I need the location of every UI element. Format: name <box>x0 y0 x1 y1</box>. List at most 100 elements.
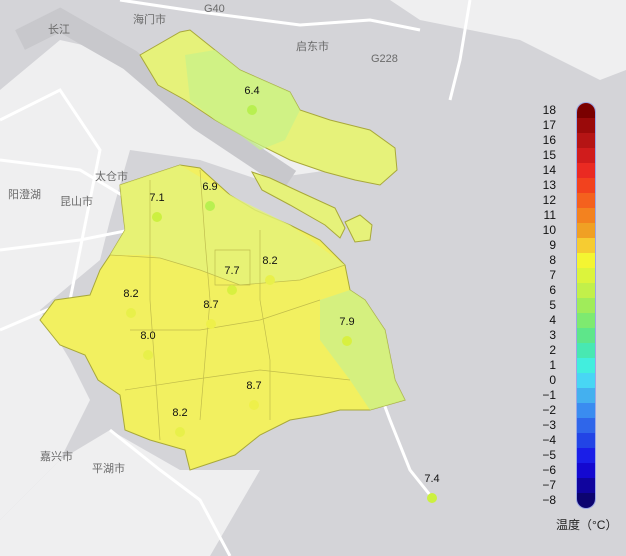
land-area <box>0 430 260 556</box>
legend-color-step <box>577 418 595 433</box>
legend-tick-label: 17 <box>542 118 556 132</box>
legend-color-step <box>577 298 595 313</box>
legend-color-step <box>577 493 595 508</box>
place-label: 启东市 <box>296 39 329 53</box>
place-label: 平湖市 <box>92 461 125 475</box>
temp-zone <box>320 290 405 410</box>
legend-tick-label: 4 <box>549 313 556 327</box>
station-marker[interactable] <box>152 212 162 222</box>
place-label: 嘉兴市 <box>40 449 73 463</box>
station-value: 8.0 <box>140 330 155 342</box>
station-value: 7.9 <box>339 316 354 328</box>
legend-color-bar[interactable] <box>577 103 595 508</box>
legend-color-step <box>577 133 595 148</box>
legend-color-step <box>577 268 595 283</box>
legend-color-step <box>577 343 595 358</box>
legend-tick-label: −2 <box>542 403 556 417</box>
legend-color-step <box>577 283 595 298</box>
legend-color-step <box>577 433 595 448</box>
legend-tick-label: −7 <box>542 478 556 492</box>
station-value: 7.4 <box>424 473 439 485</box>
legend-color-step <box>577 328 595 343</box>
legend-tick-label: −8 <box>542 493 556 507</box>
river <box>15 7 297 190</box>
legend-color-step <box>577 448 595 463</box>
station-value: 6.9 <box>202 181 217 193</box>
place-label: 昆山市 <box>60 194 93 208</box>
legend-tick-label: −6 <box>542 463 556 477</box>
temp-zone <box>185 50 300 150</box>
station-marker[interactable] <box>265 275 275 285</box>
station-value: 7.7 <box>224 265 239 277</box>
legend-tick-label: 8 <box>549 253 556 267</box>
station-marker[interactable] <box>247 105 257 115</box>
legend-color-step <box>577 463 595 478</box>
place-label: 阳澄湖 <box>8 187 41 201</box>
legend-color-step <box>577 163 595 178</box>
station-marker[interactable] <box>205 201 215 211</box>
station-value: 8.2 <box>123 288 138 300</box>
station-marker[interactable] <box>143 350 153 360</box>
legend-tick-label: 7 <box>549 268 556 282</box>
legend-tick-label: 14 <box>542 163 556 177</box>
station-marker[interactable] <box>249 400 259 410</box>
legend-color-step <box>577 118 595 133</box>
station-marker[interactable] <box>126 308 136 318</box>
place-label: 太仓市 <box>95 169 128 183</box>
legend-tick-label: 3 <box>549 328 556 342</box>
legend-tick-label: 12 <box>542 193 556 207</box>
legend-tick-label: 11 <box>543 208 556 222</box>
temp-zone <box>110 165 345 285</box>
changxing-island <box>250 171 346 239</box>
legend-tick-label: 15 <box>542 148 556 162</box>
legend-color-step <box>577 403 595 418</box>
legend-tick-label: 10 <box>542 223 556 237</box>
legend-tick-label: 6 <box>549 283 556 297</box>
legend-title: 温度（°C） <box>556 518 618 532</box>
station-marker[interactable] <box>227 285 237 295</box>
legend-color-step <box>577 208 595 223</box>
station-marker[interactable] <box>427 493 437 503</box>
place-label: 海门市 <box>133 12 166 26</box>
district-borders <box>109 169 351 441</box>
legend-color-step <box>577 103 595 118</box>
legend-tick-label: −4 <box>542 433 556 447</box>
legend-tick-label: −1 <box>542 388 556 402</box>
place-label: G228 <box>371 53 398 65</box>
station-value: 8.2 <box>172 407 187 419</box>
station-marker[interactable] <box>342 336 352 346</box>
station-value: 8.7 <box>246 380 261 392</box>
legend-color-step <box>577 193 595 208</box>
legend-tick-label: 2 <box>549 343 556 357</box>
legend-tick-label: −5 <box>542 448 556 462</box>
land-area <box>0 0 626 80</box>
legend-color-step <box>577 388 595 403</box>
station-value: 6.4 <box>244 85 259 97</box>
legend-color-step <box>577 148 595 163</box>
station-value: 7.1 <box>149 192 164 204</box>
legend-color-step <box>577 358 595 373</box>
station-value: 8.2 <box>262 255 277 267</box>
legend-tick-label: 16 <box>542 133 556 147</box>
legend-color-step <box>577 313 595 328</box>
station-value: 8.7 <box>203 299 218 311</box>
legend-color-step <box>577 373 595 388</box>
station-marker[interactable] <box>175 427 185 437</box>
legend-tick-label: 9 <box>549 238 556 252</box>
place-label: G40 <box>204 3 225 15</box>
legend-color-step <box>577 478 595 493</box>
legend-color-step <box>577 223 595 238</box>
legend-tick-label: −3 <box>542 418 556 432</box>
legend-tick-label: 0 <box>549 373 556 387</box>
legend-tick-label: 18 <box>542 103 556 117</box>
station-marker[interactable] <box>206 319 216 329</box>
legend-color-step <box>577 253 595 268</box>
legend-color-step <box>577 178 595 193</box>
legend-tick-label: 5 <box>549 298 556 312</box>
legend-tick-label: 13 <box>542 178 556 192</box>
place-label: 长江 <box>48 23 70 36</box>
legend-color-step <box>577 238 595 253</box>
legend-tick-label: 1 <box>549 358 556 372</box>
hengsha-island <box>344 214 373 243</box>
